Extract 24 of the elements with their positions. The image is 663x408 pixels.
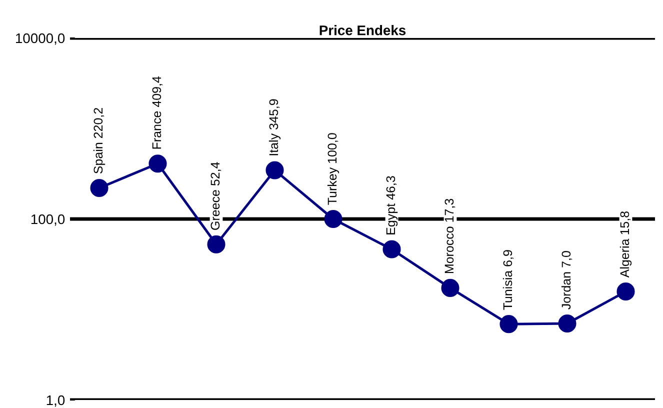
point [382,240,401,258]
chart-title: Price Endeks [320,25,406,36]
point [90,178,108,198]
point [500,315,518,334]
data-label: Greece 52,4 [210,162,222,230]
data-label: Morocco 17,3 [444,198,456,274]
point [558,314,576,333]
y-tick-label: 100,0 [31,214,65,226]
data-label: Tunisia 6,9 [502,250,514,310]
data-label: Egypt 46,3 [386,176,398,234]
y-tick-label: 10000,0 [16,33,65,45]
data-label: Italy 345,9 [268,99,281,156]
point [207,235,226,254]
data-label: Jordan 7,0 [561,251,572,310]
data-label: Spain 220,2 [93,108,106,174]
data-label: France 409,4 [152,76,163,149]
point [266,161,284,180]
point [441,278,460,297]
data-label: Turkey 100,0 [327,133,340,205]
point [616,282,635,301]
point [148,154,167,173]
y-tick-label: 1,0 [46,395,65,407]
point [324,210,342,228]
data-label: Algeria 15,8 [620,211,632,278]
